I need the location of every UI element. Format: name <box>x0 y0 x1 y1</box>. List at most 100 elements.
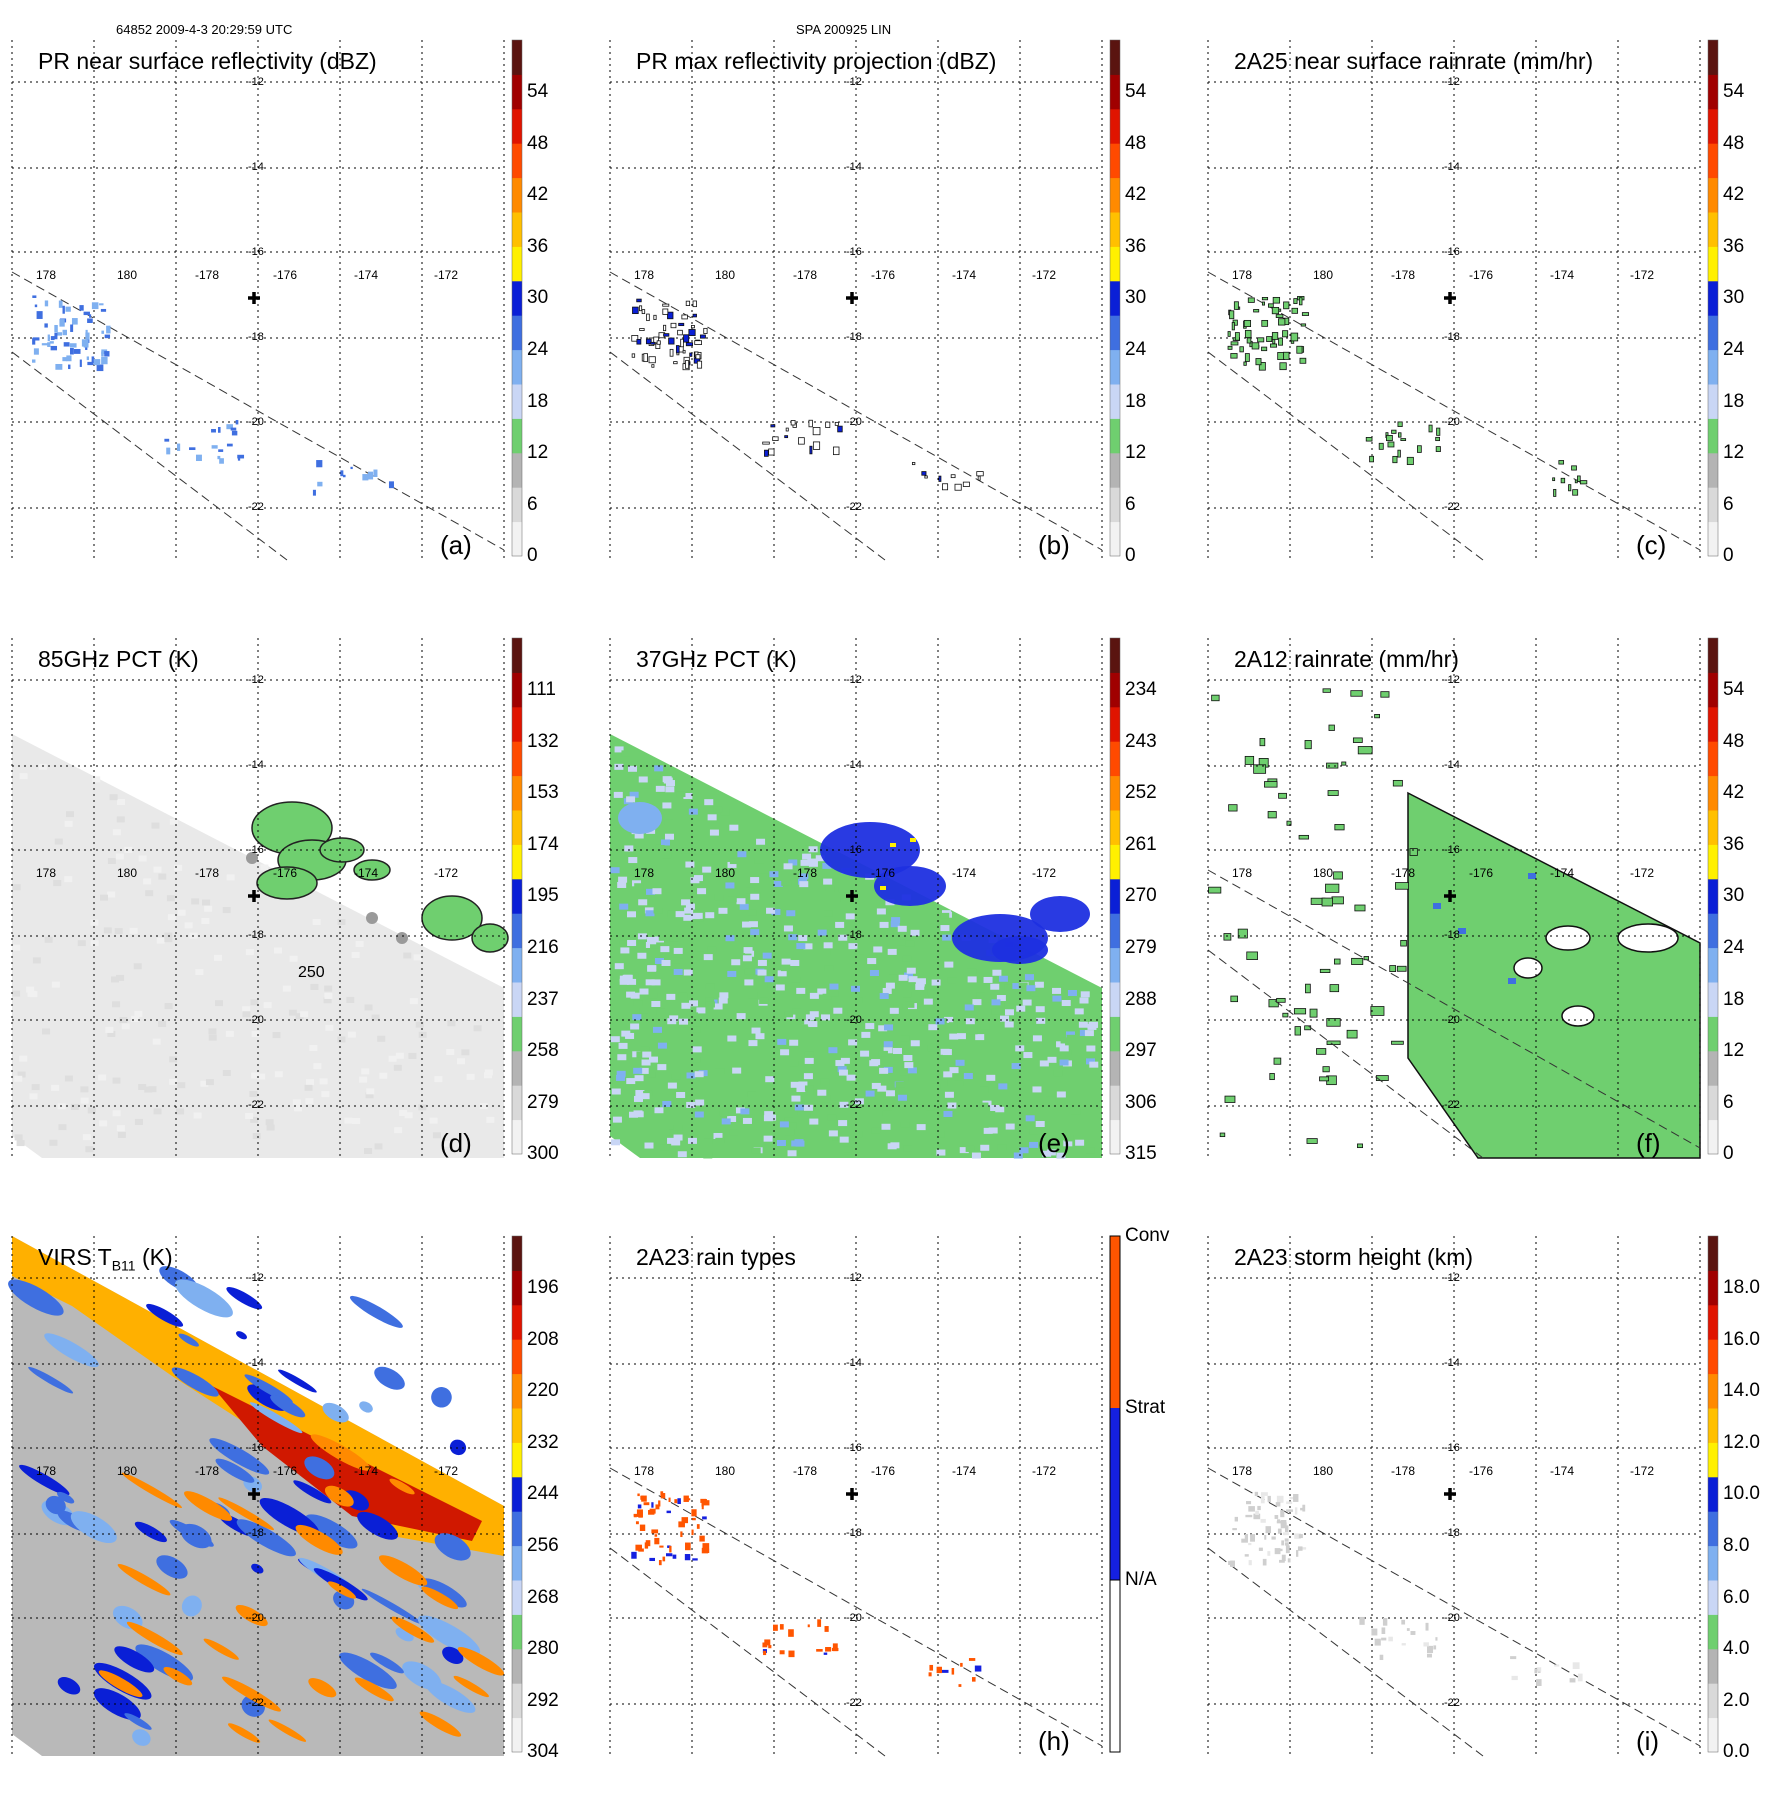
pr-echo-cell <box>1571 465 1577 471</box>
pr-echo-cell <box>1253 1513 1261 1520</box>
colorbar-swatch <box>1708 1304 1718 1340</box>
rain12-fragment <box>1322 1066 1330 1073</box>
pct37-cell <box>685 861 695 868</box>
colorbar-tick-label: 195 <box>527 885 559 907</box>
colorbar-swatch <box>512 775 522 811</box>
pr-echo-cell <box>809 445 813 455</box>
colorbar-tick-label: 24 <box>1723 339 1745 360</box>
rain12-fragment <box>1354 904 1366 912</box>
colorbar-tick-label: 42 <box>1723 782 1745 804</box>
pct85-cell <box>446 1048 455 1055</box>
pct37-cell <box>823 942 833 949</box>
pct37-cell <box>777 970 787 977</box>
lat-label: -22 <box>1444 1099 1460 1111</box>
colorbar-swatch <box>512 1085 522 1121</box>
pct37-cell <box>650 942 660 949</box>
pct85-cell <box>14 1134 23 1141</box>
pct37-cell <box>848 943 858 950</box>
pct85-cell <box>403 952 412 959</box>
pct37-cell <box>798 1081 808 1088</box>
rain12-fragment <box>1237 928 1248 939</box>
pct37-cell <box>655 785 665 792</box>
pct37-cell <box>689 1012 699 1019</box>
pct37-cell <box>776 1140 786 1147</box>
pct37-cell <box>686 1095 696 1102</box>
pct85-cold-region <box>256 866 318 900</box>
pct37-cold-core <box>1030 896 1090 932</box>
pct37-cell <box>675 911 685 918</box>
pr-echo-cell <box>677 1498 681 1505</box>
colorbar-tick-label: 48 <box>1723 132 1745 154</box>
colorbar-tick-label: 48 <box>1723 730 1745 752</box>
pct37-cell <box>927 989 937 996</box>
pr-echo-cell <box>824 1626 829 1632</box>
pct37-cell <box>1016 1122 1026 1129</box>
lon-label: -178 <box>194 1464 220 1478</box>
pct37-cell <box>1060 1037 1070 1044</box>
lon-label: 180 <box>1312 866 1334 880</box>
pct37-cell <box>942 934 952 941</box>
pct37-cell <box>736 898 746 905</box>
pct37-cell <box>796 987 806 994</box>
pct37-cell <box>665 786 675 793</box>
pr-echo-cell <box>101 330 105 334</box>
pct37-cell <box>803 943 813 950</box>
virs-cloud-streak <box>171 1367 219 1397</box>
virs-cloud-streak <box>322 1402 349 1423</box>
pct37-cell <box>990 1104 1000 1111</box>
rain12-fragment <box>1208 886 1222 894</box>
colorbar-swatch <box>1708 384 1718 419</box>
pr-echo-cell <box>951 1668 955 1675</box>
panel-37ghz-pct: 37GHz PCT (K) (e) 234 243 252 261 270 279 288 2… <box>609 637 1180 1198</box>
colorbar-swatch <box>1110 982 1120 1017</box>
pct37-cell <box>742 955 752 962</box>
pct37-yellow-pixel <box>880 886 886 890</box>
lat-label: -14 <box>1444 759 1460 771</box>
lon-label: -176 <box>272 1464 298 1478</box>
pct37-cell <box>640 1046 650 1053</box>
pct85-cell <box>429 1117 438 1124</box>
lat-label: -22 <box>248 501 264 513</box>
pct37-cell <box>627 911 637 918</box>
pct37-cell <box>633 1067 643 1074</box>
colorbar-swatch <box>512 638 522 673</box>
pr-echo-cell <box>928 1672 932 1677</box>
lon-label: 178 <box>633 866 655 880</box>
pct37-cell <box>638 776 648 783</box>
pct85-cell <box>222 1070 231 1077</box>
pct37-cell <box>990 983 1000 990</box>
pct37-cell <box>940 912 950 919</box>
lon-label: -174 <box>353 866 379 880</box>
pct37-cell <box>1052 987 1062 994</box>
pct37-cell <box>804 1085 814 1092</box>
pct37-cell <box>662 1100 672 1107</box>
pr-echo-cell <box>703 327 708 334</box>
pr-echo-cell <box>823 1652 828 1655</box>
virs-orange-streak <box>218 1497 275 1531</box>
pct85-cell <box>193 1112 202 1119</box>
colorbar-tick-label: 30 <box>1723 287 1745 309</box>
pr-echo-cell <box>974 1665 982 1672</box>
rain12-fragment <box>1370 1006 1385 1016</box>
pct85-cell <box>355 940 364 947</box>
pr-echo-cell <box>665 1553 673 1557</box>
pct85-cell <box>138 1083 147 1090</box>
pct37-cell <box>666 993 676 1000</box>
pct37-cell <box>931 1083 941 1090</box>
colorbar-swatch <box>1708 246 1718 282</box>
pct85-cell <box>308 971 317 978</box>
pct37-cell <box>795 1018 805 1025</box>
pct37-cell <box>851 985 861 992</box>
colorbar-tick-label: 174 <box>527 833 559 855</box>
rain12-fragment <box>1326 1018 1341 1027</box>
pr-echo-cell <box>1296 1550 1299 1557</box>
pct37-cell <box>713 1132 723 1139</box>
swath-edge-north <box>1207 1467 1701 1747</box>
pct37-cell <box>781 958 791 965</box>
pr-echo-cell <box>1300 1507 1304 1511</box>
colorbar-swatch <box>1110 280 1120 316</box>
pr-echo-cell <box>54 332 58 340</box>
pct37-cell <box>673 947 683 954</box>
pct85-cell <box>195 969 204 976</box>
pct37-cell <box>780 965 790 972</box>
